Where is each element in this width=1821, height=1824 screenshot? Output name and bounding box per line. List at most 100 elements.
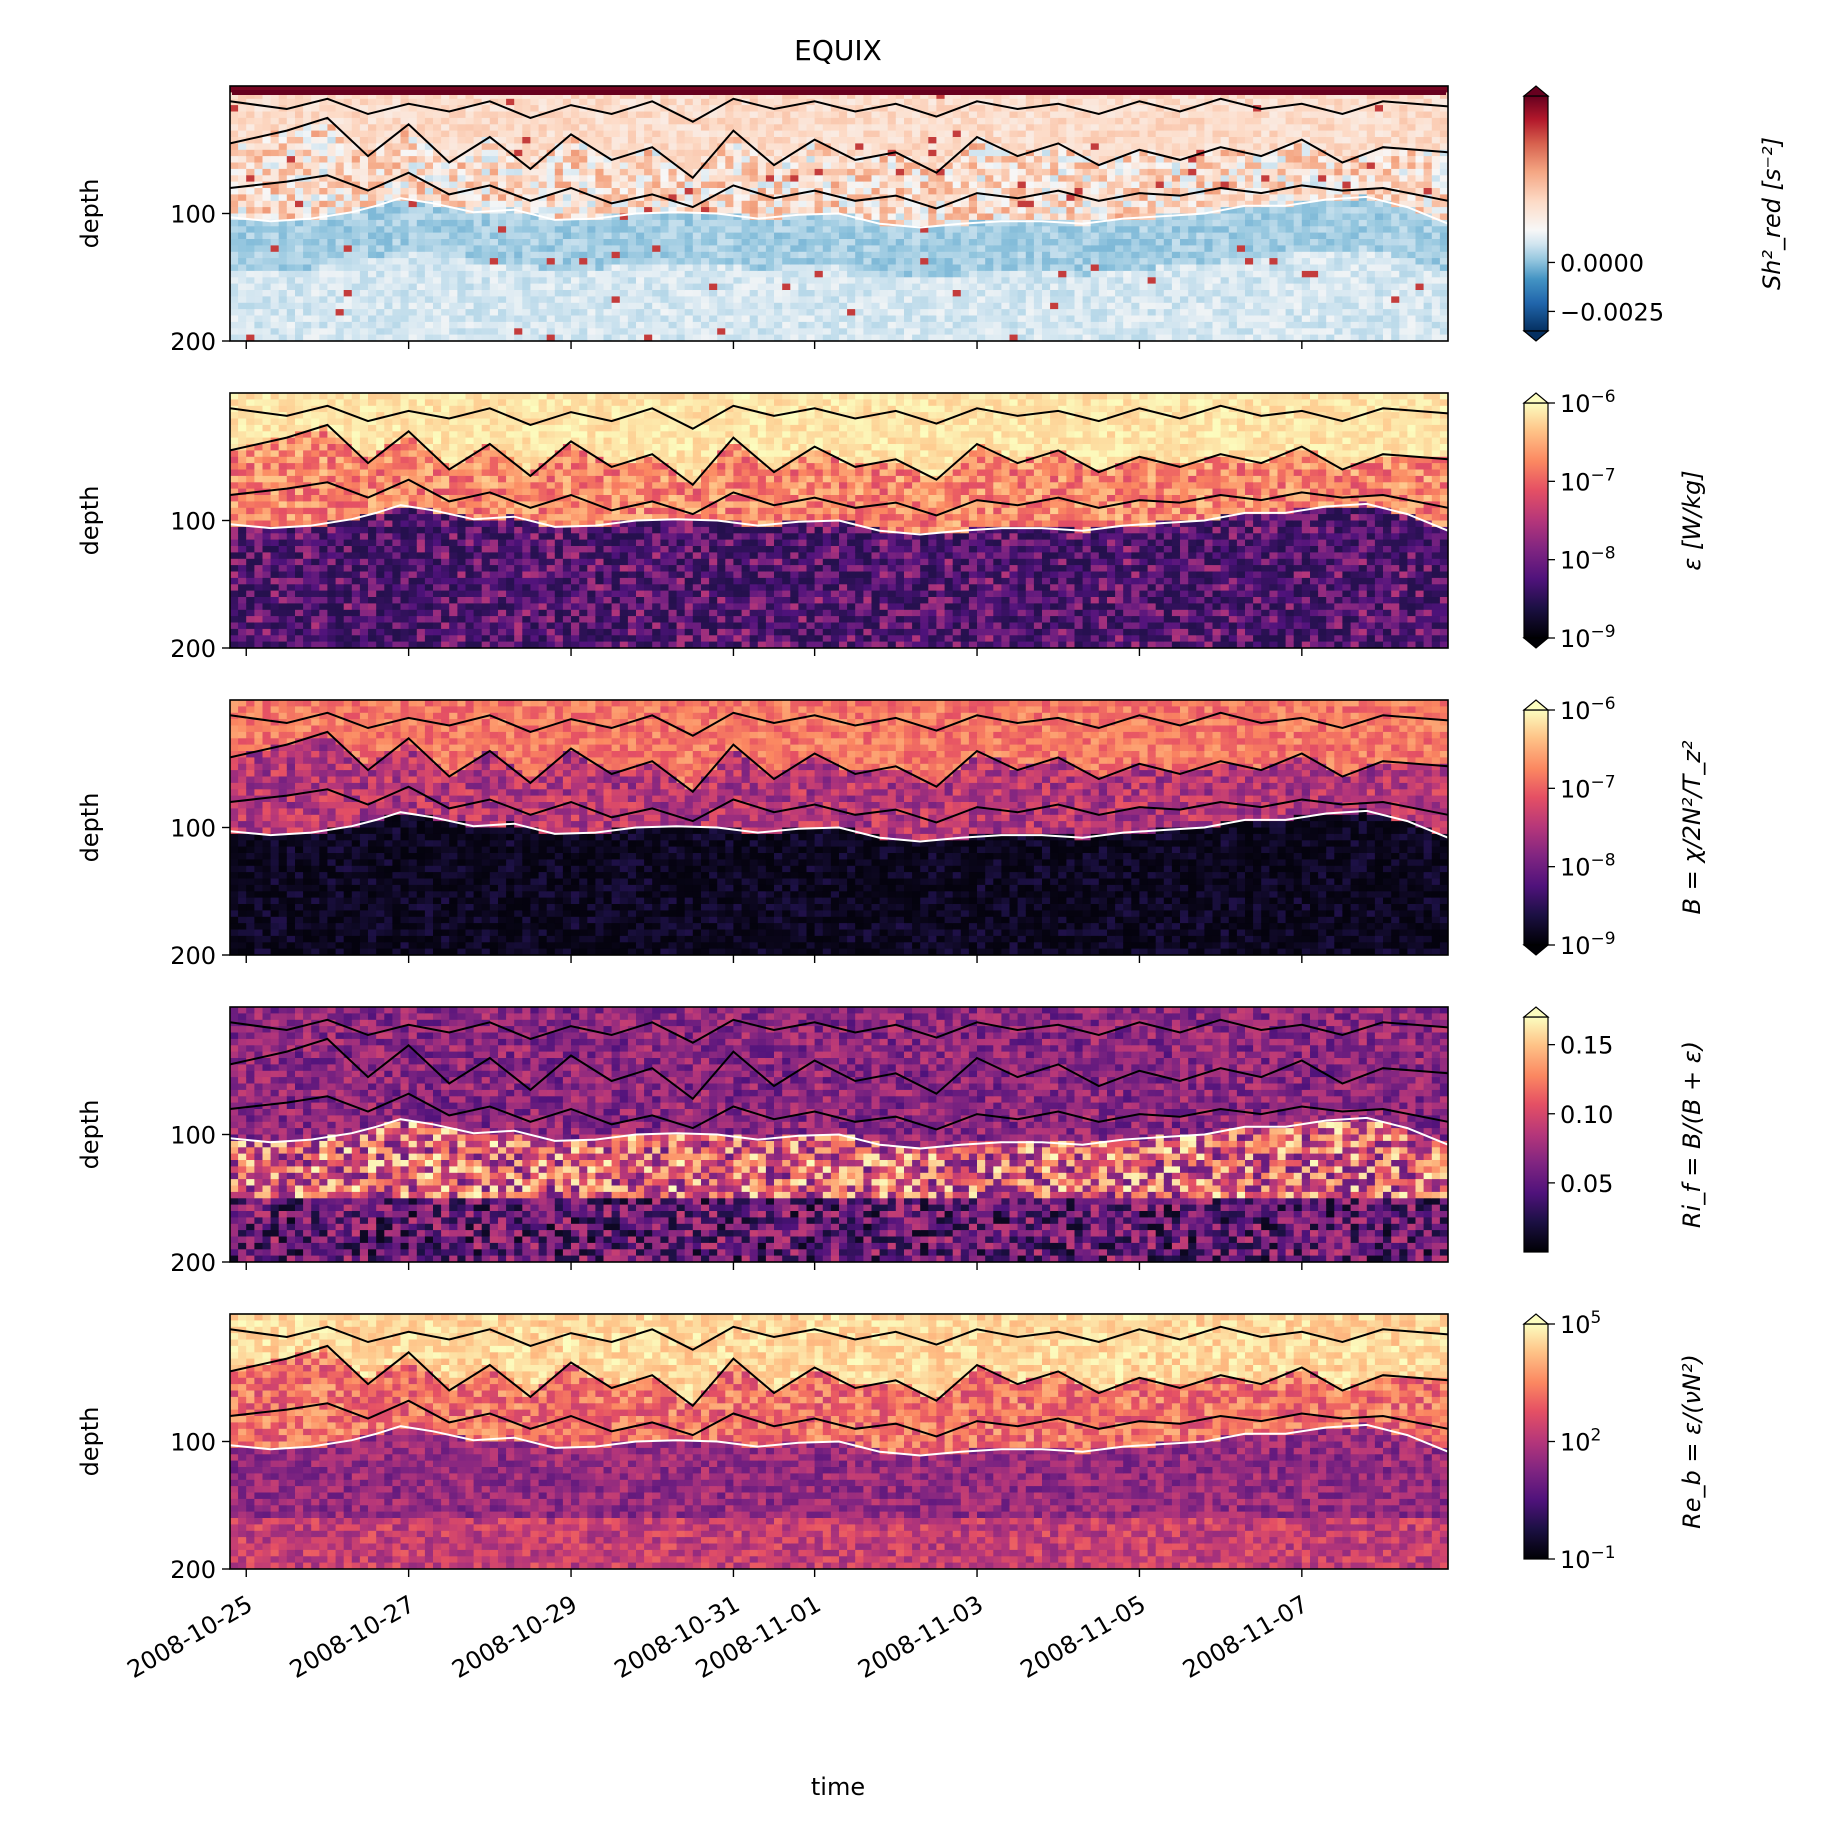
- heatmap-cell: [230, 251, 239, 259]
- heatmap-cell: [684, 168, 694, 176]
- heatmap-cell: [1025, 149, 1035, 157]
- heatmap-cell: [839, 328, 848, 336]
- heatmap-cell: [327, 130, 336, 138]
- heatmap-cell: [424, 168, 434, 176]
- heatmap-cell: [636, 334, 645, 342]
- heatmap-cell: [1025, 188, 1035, 195]
- heatmap-cell: [1228, 245, 1238, 253]
- heatmap-cell: [709, 175, 718, 183]
- heatmap-cell: [1204, 239, 1213, 246]
- heatmap-cell: [530, 124, 539, 132]
- heatmap-cell: [400, 92, 410, 100]
- heatmap-cell: [968, 130, 978, 138]
- heatmap-cell: [1147, 92, 1157, 100]
- heatmap-cell: [676, 334, 686, 342]
- heatmap-cell: [839, 219, 848, 227]
- heatmap-cell: [424, 219, 434, 227]
- heatmap-cell: [765, 315, 775, 323]
- heatmap-cell: [1220, 239, 1230, 246]
- heatmap-cell: [960, 315, 970, 323]
- heatmap-cell: [579, 194, 588, 202]
- heatmap-cell: [822, 137, 832, 144]
- heatmap-cell: [968, 194, 978, 202]
- heatmap-cell: [400, 156, 410, 163]
- heatmap-cell: [619, 296, 629, 304]
- heatmap-cell: [384, 98, 393, 106]
- heatmap-cell: [977, 156, 986, 163]
- heatmap-cell: [246, 168, 255, 176]
- heatmap-cell: [311, 283, 320, 291]
- heatmap-cell: [1074, 168, 1084, 176]
- heatmap-cell: [449, 334, 458, 342]
- heatmap-cell: [562, 264, 572, 272]
- heatmap-cell: [684, 162, 694, 170]
- heatmap-cell: [473, 315, 483, 323]
- heatmap-cell: [1188, 290, 1197, 297]
- heatmap-cell: [587, 226, 596, 234]
- heatmap-cell: [692, 137, 702, 144]
- heatmap-cell: [270, 245, 280, 253]
- heatmap-cell: [668, 283, 678, 291]
- heatmap-cell: [920, 239, 929, 246]
- heatmap-cell: [717, 219, 726, 227]
- heatmap-cell: [408, 245, 418, 253]
- heatmap-cell: [952, 143, 962, 151]
- heatmap-cell: [1001, 175, 1010, 183]
- heatmap-cell: [449, 321, 458, 329]
- heatmap-cell: [1098, 334, 1108, 342]
- heatmap-cell: [660, 124, 669, 132]
- heatmap-cell: [855, 162, 864, 170]
- heatmap-cell: [912, 162, 921, 170]
- heatmap-cell: [400, 270, 410, 278]
- heatmap-cell: [904, 239, 913, 246]
- heatmap-cell: [457, 270, 466, 278]
- heatmap-cell: [554, 213, 564, 221]
- heatmap-cell: [863, 156, 872, 163]
- heatmap-cell: [1115, 226, 1124, 234]
- heatmap-cell: [1220, 213, 1230, 221]
- heatmap-cell: [1107, 315, 1116, 323]
- heatmap-cell: [928, 315, 937, 323]
- heatmap-cell: [757, 232, 767, 240]
- heatmap-cell: [1009, 239, 1019, 246]
- heatmap-cell: [270, 315, 280, 323]
- heatmap-cell: [993, 302, 1002, 310]
- heatmap-cell: [830, 175, 840, 183]
- heatmap-cell: [1180, 283, 1189, 291]
- heatmap-cell: [1147, 105, 1157, 112]
- heatmap-cell: [952, 328, 962, 336]
- heatmap-cell: [668, 239, 678, 246]
- heatmap-cell: [660, 149, 669, 157]
- heatmap-cell: [1066, 188, 1075, 195]
- heatmap-cell: [595, 296, 604, 304]
- heatmap-cell: [1147, 207, 1157, 214]
- heatmap-cell: [595, 334, 604, 342]
- heatmap-cell: [798, 277, 807, 285]
- heatmap-cell: [725, 188, 734, 195]
- heatmap-cell: [457, 181, 466, 189]
- heatmap-cell: [1066, 143, 1075, 151]
- heatmap-cell: [351, 162, 361, 170]
- heatmap-cell: [944, 162, 954, 170]
- heatmap-cell: [1188, 315, 1197, 323]
- heatmap-cell: [879, 302, 889, 310]
- heatmap-cell: [408, 239, 418, 246]
- heatmap-cell: [538, 181, 548, 189]
- heatmap-cell: [847, 111, 856, 119]
- heatmap-cell: [782, 239, 791, 246]
- heatmap-cell: [286, 264, 296, 272]
- heatmap-cell: [676, 283, 686, 291]
- heatmap-cell: [506, 283, 515, 291]
- heatmap-cell: [343, 162, 353, 170]
- heatmap-cell: [1204, 86, 1213, 93]
- heatmap-cell: [701, 309, 710, 316]
- heatmap-cell: [611, 181, 621, 189]
- heatmap-cell: [1009, 290, 1019, 297]
- heatmap-cell: [392, 213, 401, 221]
- heatmap-cell: [717, 156, 726, 163]
- heatmap-cell: [295, 315, 304, 323]
- heatmap-cell: [806, 226, 816, 234]
- heatmap-cell: [839, 290, 848, 297]
- heatmap-cell: [952, 334, 962, 342]
- heatmap-cell: [359, 137, 369, 144]
